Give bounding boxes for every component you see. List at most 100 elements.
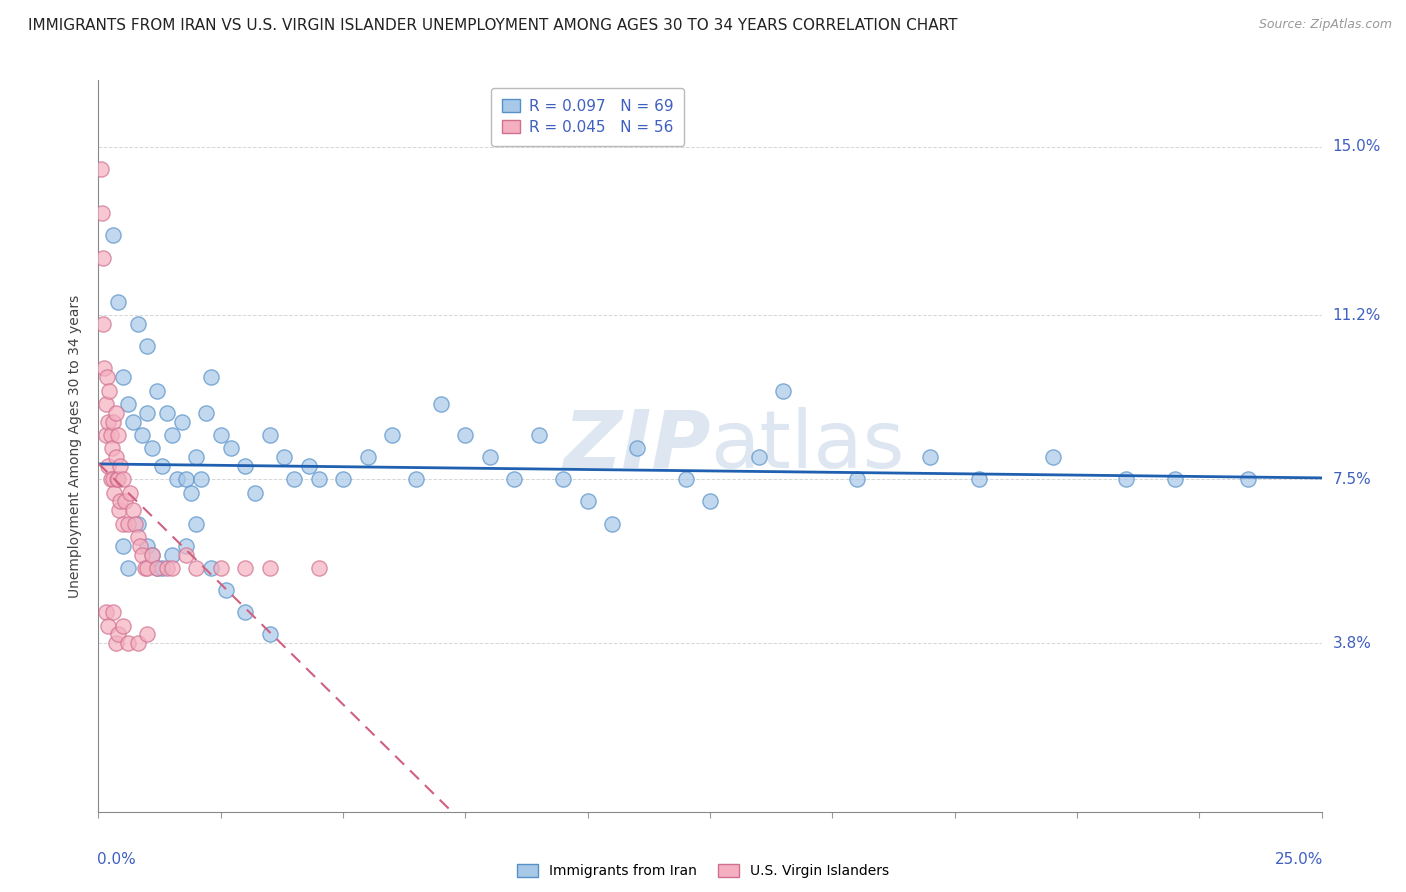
Point bbox=[136, 627, 159, 641]
Point bbox=[107, 627, 129, 641]
Point bbox=[454, 428, 477, 442]
Point bbox=[503, 472, 526, 486]
Point bbox=[186, 516, 208, 531]
Point bbox=[180, 485, 202, 500]
Point bbox=[98, 384, 121, 398]
Point bbox=[107, 294, 129, 309]
Point bbox=[105, 472, 128, 486]
Point bbox=[120, 485, 142, 500]
Point bbox=[107, 472, 129, 486]
Point bbox=[111, 472, 134, 486]
Point bbox=[104, 450, 127, 464]
Point bbox=[527, 428, 550, 442]
Point bbox=[104, 406, 127, 420]
Point bbox=[381, 428, 404, 442]
Point bbox=[308, 561, 330, 575]
Point bbox=[160, 548, 183, 562]
Point bbox=[1237, 472, 1260, 486]
Point bbox=[748, 450, 770, 464]
Point bbox=[150, 561, 173, 575]
Point bbox=[107, 428, 129, 442]
Point bbox=[233, 561, 256, 575]
Text: 3.8%: 3.8% bbox=[1333, 636, 1372, 651]
Point bbox=[967, 472, 990, 486]
Text: IMMIGRANTS FROM IRAN VS U.S. VIRGIN ISLANDER UNEMPLOYMENT AMONG AGES 30 TO 34 YE: IMMIGRANTS FROM IRAN VS U.S. VIRGIN ISLA… bbox=[28, 18, 957, 33]
Point bbox=[91, 317, 114, 331]
Point bbox=[200, 370, 222, 384]
Text: 25.0%: 25.0% bbox=[1274, 852, 1323, 867]
Point bbox=[127, 516, 149, 531]
Point bbox=[176, 548, 198, 562]
Point bbox=[156, 561, 179, 575]
Point bbox=[308, 472, 330, 486]
Point bbox=[195, 406, 218, 420]
Point bbox=[127, 317, 149, 331]
Point bbox=[110, 494, 132, 508]
Legend: Immigrants from Iran, U.S. Virgin Islanders: Immigrants from Iran, U.S. Virgin Island… bbox=[510, 857, 896, 885]
Point bbox=[136, 561, 159, 575]
Point bbox=[920, 450, 942, 464]
Point bbox=[176, 472, 198, 486]
Point bbox=[214, 583, 236, 598]
Point bbox=[129, 539, 152, 553]
Point bbox=[101, 441, 124, 455]
Point bbox=[1164, 472, 1187, 486]
Point bbox=[124, 516, 146, 531]
Text: Source: ZipAtlas.com: Source: ZipAtlas.com bbox=[1258, 18, 1392, 31]
Point bbox=[141, 548, 163, 562]
Point bbox=[111, 516, 134, 531]
Point bbox=[553, 472, 575, 486]
Point bbox=[141, 441, 163, 455]
Point bbox=[117, 516, 139, 531]
Point bbox=[166, 472, 188, 486]
Text: ZIP: ZIP bbox=[562, 407, 710, 485]
Point bbox=[219, 441, 242, 455]
Point bbox=[478, 450, 501, 464]
Point bbox=[110, 458, 132, 473]
Point bbox=[332, 472, 354, 486]
Point bbox=[91, 251, 114, 265]
Text: 11.2%: 11.2% bbox=[1333, 308, 1381, 323]
Point bbox=[101, 472, 124, 486]
Point bbox=[146, 561, 169, 575]
Point bbox=[675, 472, 697, 486]
Point bbox=[141, 548, 163, 562]
Point bbox=[298, 458, 321, 473]
Text: 0.0%: 0.0% bbox=[97, 852, 136, 867]
Point bbox=[131, 548, 153, 562]
Point bbox=[94, 428, 117, 442]
Point bbox=[259, 428, 281, 442]
Point bbox=[90, 161, 112, 176]
Point bbox=[104, 636, 127, 650]
Point bbox=[94, 605, 117, 619]
Point bbox=[186, 450, 208, 464]
Point bbox=[259, 561, 281, 575]
Point bbox=[136, 539, 159, 553]
Point bbox=[91, 206, 114, 220]
Point bbox=[101, 605, 124, 619]
Legend: R = 0.097   N = 69, R = 0.045   N = 56: R = 0.097 N = 69, R = 0.045 N = 56 bbox=[491, 88, 685, 145]
Point bbox=[101, 415, 124, 429]
Point bbox=[699, 494, 721, 508]
Point bbox=[100, 428, 122, 442]
Point bbox=[356, 450, 378, 464]
Point bbox=[209, 428, 232, 442]
Text: 7.5%: 7.5% bbox=[1333, 472, 1371, 487]
Point bbox=[97, 415, 120, 429]
Point bbox=[576, 494, 599, 508]
Point bbox=[136, 339, 159, 353]
Point bbox=[121, 503, 143, 517]
Point bbox=[127, 530, 149, 544]
Point bbox=[1115, 472, 1137, 486]
Point bbox=[136, 406, 159, 420]
Point bbox=[600, 516, 623, 531]
Point bbox=[117, 397, 139, 411]
Point bbox=[243, 485, 266, 500]
Point bbox=[108, 503, 131, 517]
Point bbox=[117, 561, 139, 575]
Point bbox=[156, 406, 179, 420]
Point bbox=[283, 472, 305, 486]
Point bbox=[93, 361, 115, 376]
Point bbox=[176, 539, 198, 553]
Point bbox=[170, 415, 193, 429]
